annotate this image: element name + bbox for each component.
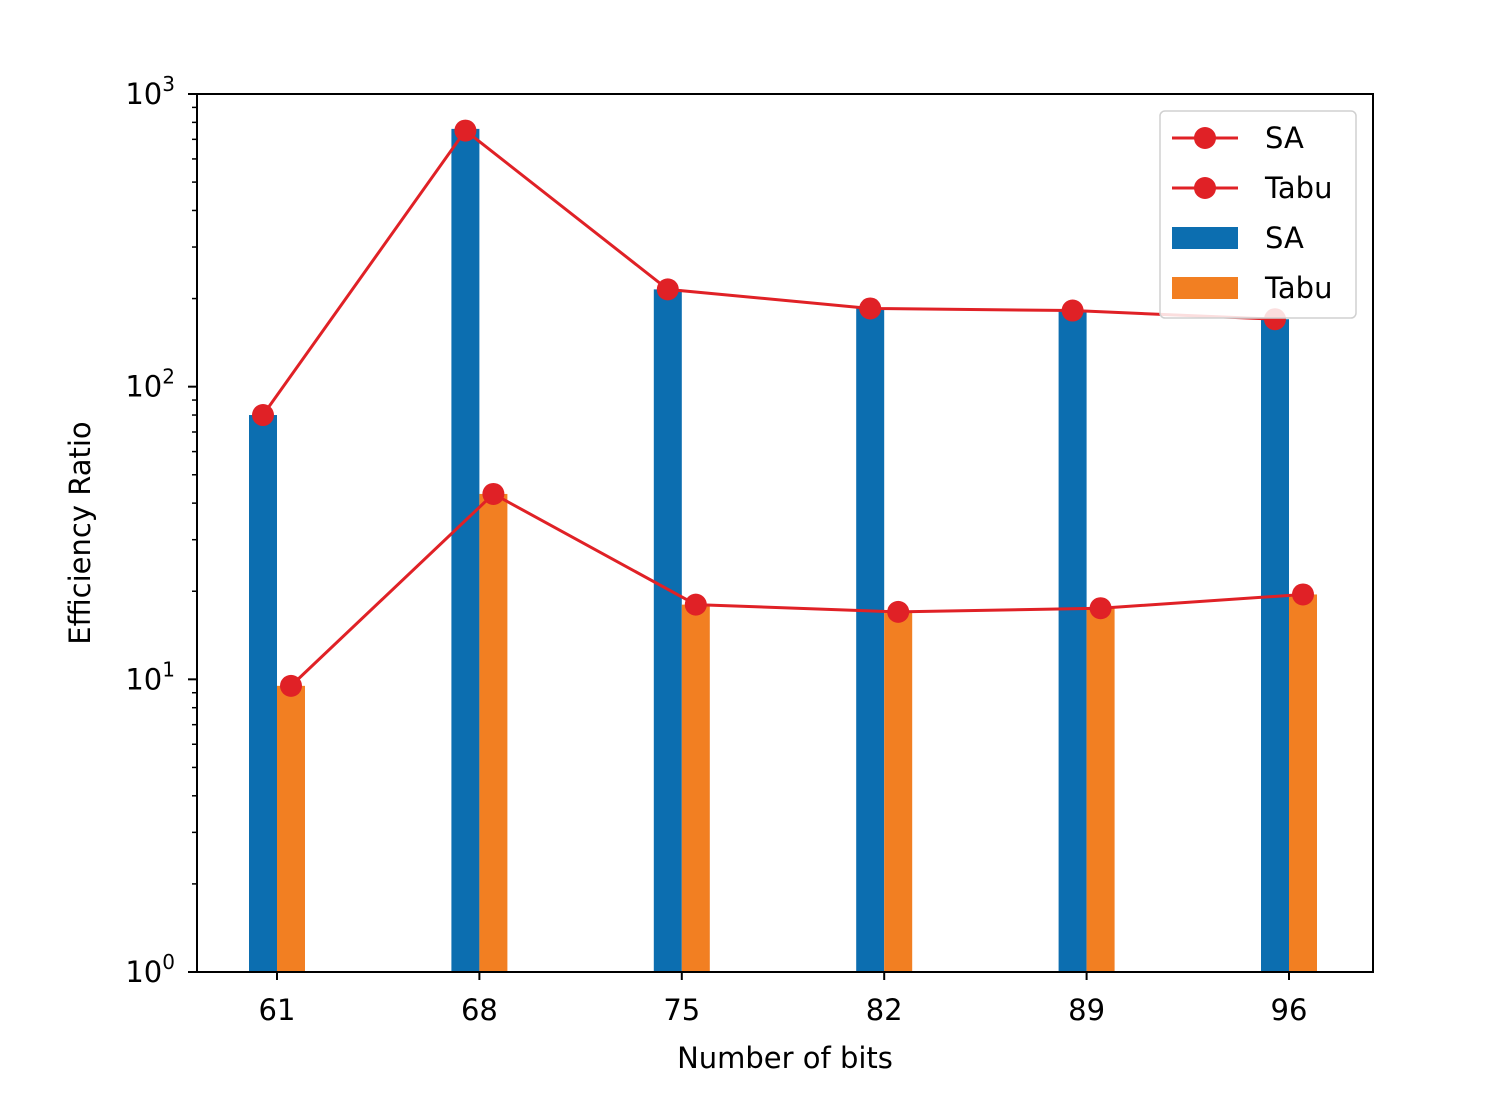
lines-layer <box>252 119 1314 697</box>
x-axis-ticks: 61 68 75 82 89 96 <box>259 972 1308 1027</box>
line-tabu <box>289 492 1304 687</box>
point-sa-61 <box>252 404 274 427</box>
legend-label-line-sa: SA <box>1265 121 1304 155</box>
y-tick-label-3: 103 <box>125 72 175 111</box>
line-sa <box>261 128 1276 416</box>
x-tick-label-82: 82 <box>866 993 903 1027</box>
point-tabu-68 <box>482 482 505 505</box>
bar-tabu-61 <box>277 685 305 972</box>
bars-layer <box>249 128 1317 973</box>
x-tick-label-75: 75 <box>663 993 700 1027</box>
bar-sa-96 <box>1261 319 1289 973</box>
legend-marker-line-sa <box>1194 127 1216 149</box>
bar-tabu-68 <box>479 493 508 972</box>
point-sa-82 <box>859 297 882 320</box>
x-tick-label-61: 61 <box>259 993 296 1027</box>
y-tick-label-2: 102 <box>125 365 175 404</box>
point-tabu-96 <box>1292 583 1314 606</box>
plot-frame <box>196 93 1374 973</box>
bar-tabu-89 <box>1086 608 1115 972</box>
bar-tabu-96 <box>1289 594 1317 972</box>
x-tick-label-96: 96 <box>1271 993 1308 1027</box>
bar-sa-89 <box>1058 310 1087 972</box>
bar-sa-68 <box>451 128 480 972</box>
point-sa-75 <box>656 278 679 301</box>
x-axis-label: Number of bits <box>677 1041 893 1075</box>
bar-sa-75 <box>653 289 682 972</box>
y-tick-label-0: 100 <box>125 950 175 989</box>
bar-sa-82 <box>856 308 885 973</box>
legend-swatch-bar-sa <box>1172 227 1238 249</box>
legend-label-bar-sa: SA <box>1265 221 1304 255</box>
bar-tabu-82 <box>884 611 913 972</box>
legend-label-line-tabu: Tabu <box>1264 171 1332 205</box>
legend-label-bar-tabu: Tabu <box>1264 271 1332 305</box>
point-sa-68 <box>454 119 477 142</box>
point-tabu-75 <box>684 593 707 616</box>
x-tick-label-89: 89 <box>1068 993 1105 1027</box>
point-sa-89 <box>1061 299 1084 322</box>
point-tabu-89 <box>1089 597 1112 620</box>
legend-swatch-bar-tabu <box>1172 277 1238 299</box>
x-tick-label-68: 68 <box>461 993 498 1027</box>
legend-box <box>1159 110 1357 319</box>
point-tabu-82 <box>887 600 910 623</box>
legend-marker-line-tabu <box>1194 177 1216 199</box>
point-tabu-61 <box>280 674 302 697</box>
bar-sa-61 <box>249 415 277 972</box>
y-axis-label: Efficiency Ratio <box>63 421 97 644</box>
bar-tabu-75 <box>681 604 710 972</box>
y-axis-ticks: 100 101 102 103 <box>125 72 197 989</box>
y-tick-label-1: 101 <box>125 657 175 696</box>
legend: SA Tabu SA Tabu <box>1159 110 1357 319</box>
